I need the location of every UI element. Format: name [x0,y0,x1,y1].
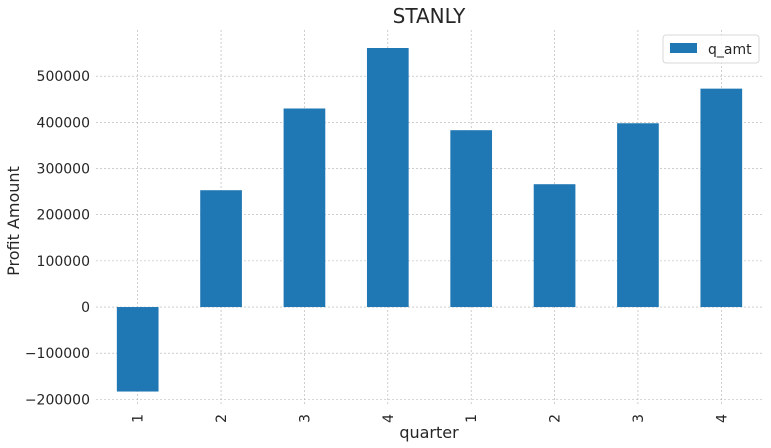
x-axis-label: quarter [399,423,459,442]
y-tick-label: 400000 [37,115,90,131]
x-tick-label: 3 [297,414,313,423]
y-tick-label: −100000 [25,346,90,362]
bar [200,190,242,308]
legend: q_amt [662,34,760,64]
bars [116,48,743,392]
legend-label: q_amt [708,42,752,58]
chart-title: STANLY [393,4,466,28]
y-tick-label: 0 [81,300,90,316]
x-tick-label: 1 [464,414,480,423]
bar [283,108,326,308]
bar [617,123,659,308]
y-axis-label: Profit Amount [4,166,23,276]
bar [450,130,493,308]
x-tick-label: 2 [214,414,230,423]
bar [700,88,743,308]
legend-swatch [670,43,697,53]
x-axis-ticks: 1 2 3 4 1 2 3 4 [131,414,731,423]
x-tick-label: 1 [131,414,147,423]
y-axis-ticks: −200000 −100000 0 100000 200000 300000 400000 5… [25,69,90,408]
bar [366,48,409,308]
x-tick-label: 4 [714,414,730,423]
x-tick-label: 3 [631,414,647,423]
y-tick-label: 500000 [37,69,90,85]
y-tick-label: −200000 [25,392,90,408]
legend-box [662,34,760,64]
grid-lines [96,30,763,404]
y-tick-label: 100000 [37,254,90,270]
bar [116,307,159,392]
x-tick-label: 4 [381,414,397,423]
y-tick-label: 300000 [37,162,90,178]
y-tick-label: 200000 [37,208,90,224]
bar [533,184,576,308]
x-tick-label: 2 [548,414,564,423]
